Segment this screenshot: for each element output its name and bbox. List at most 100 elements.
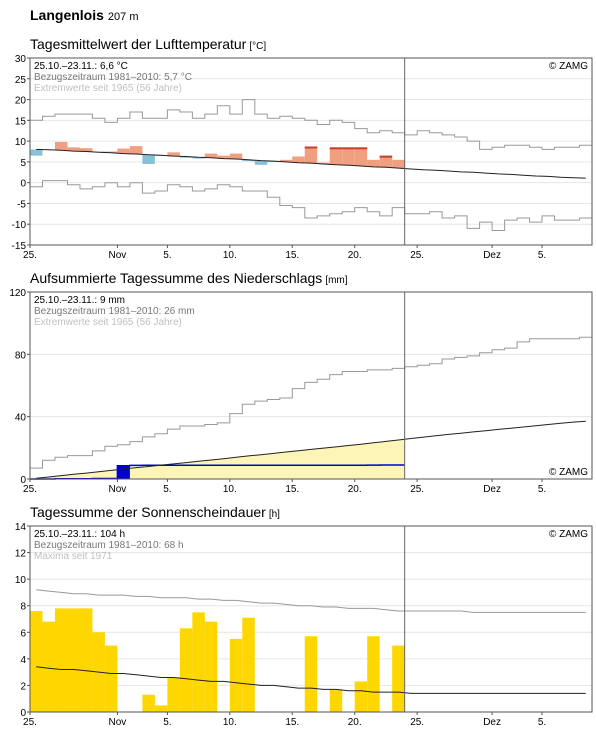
x-tick-label: 5. (163, 484, 171, 495)
y-tick-label: 80 (15, 350, 27, 361)
sunshine-bar (367, 636, 380, 712)
x-tick-label: 25. (410, 717, 424, 728)
temperature-bar (142, 154, 155, 164)
min-extreme-line (30, 180, 592, 231)
temperature-bar-cap (304, 146, 318, 149)
y-tick-label: 4 (20, 655, 26, 666)
x-tick-label: 25. (23, 484, 37, 495)
temperature-bar (167, 152, 180, 157)
y-tick-label: 8 (20, 602, 26, 613)
x-tick-label: 5. (538, 717, 546, 728)
temperature-bar (304, 146, 318, 164)
temperature-bar (292, 156, 305, 163)
zamg-credit: © ZAMG (549, 61, 588, 72)
temperature-bar-cap (354, 147, 368, 150)
sunshine-bar (30, 611, 43, 712)
x-tick-label: 10. (223, 484, 237, 495)
y-tick-label: 20 (15, 96, 27, 107)
normal-temperature-line (36, 148, 586, 179)
sunshine-bar (204, 621, 218, 712)
sunshine-bar (67, 608, 80, 712)
y-tick-label: 12 (15, 549, 27, 560)
zamg-credit: © ZAMG (549, 529, 588, 540)
reference-summary: Bezugszeitraum 1981–2010: 68 h (34, 540, 184, 551)
x-tick-label: 5. (538, 250, 546, 261)
x-tick-label: 25. (410, 484, 424, 495)
sunshine-bar (354, 681, 368, 712)
x-tick-label: 20. (348, 250, 362, 261)
sunshine-bar (167, 677, 180, 712)
temperature-bar (204, 153, 218, 158)
station-name: Langenlois (30, 7, 104, 23)
temperature-bar-cap (329, 147, 343, 150)
temperature-bar (379, 155, 393, 168)
chart-frame (29, 525, 593, 713)
y-tick-label: 5 (20, 158, 26, 169)
sunshine-bar (242, 617, 255, 712)
x-tick-label: Dez (483, 484, 501, 495)
sunshine-bar (304, 636, 318, 712)
temperature-bar (329, 147, 343, 165)
temperature-title-text: Tagesmittelwert der Lufttemperatur (30, 36, 247, 52)
x-tick-label: Nov (109, 484, 127, 495)
max-extreme-line (30, 99, 592, 150)
temperature-bar (279, 159, 293, 162)
sunshine-chart-title: Tagessumme der Sonnenscheindauer [h] (30, 504, 280, 520)
y-tick-label: -15 (12, 241, 27, 252)
normal-cumulative-line (36, 420, 586, 479)
normal-sunshine-line (36, 666, 586, 694)
y-tick-label: 6 (20, 628, 26, 639)
temperature-bar (104, 151, 118, 153)
chart-frame (29, 291, 593, 480)
temperature-bar (129, 146, 143, 154)
x-tick-label: 25. (410, 250, 424, 261)
sunshine-bar (142, 694, 155, 712)
chart-2: 0 2 4 6 8 10 12 14 25. Nov 5. 10. 15. 20. 25. Dez 5. 25.1… (15, 522, 593, 728)
y-tick-label: 2 (20, 681, 26, 692)
x-tick-label: 25. (23, 717, 37, 728)
temperature-bar (54, 141, 68, 151)
y-tick-label: -5 (17, 199, 26, 210)
temperature-bar (179, 156, 193, 158)
station-header: Langenlois 207 m (30, 7, 138, 23)
period-summary: 25.10.–23.11.: 104 h (34, 529, 125, 540)
reference-summary: Bezugszeitraum 1981–2010: 5,7 °C (34, 72, 192, 83)
extremes-summary: Extremwerte seit 1965 (56 Jahre) (34, 317, 182, 328)
temperature-bar (117, 148, 130, 154)
precipitation-chart-title: Aufsummierte Tagessumme des Niederschlag… (30, 270, 348, 286)
y-tick-label: 30 (15, 54, 27, 65)
x-tick-label: Nov (109, 250, 127, 261)
zamg-credit: © ZAMG (549, 467, 588, 478)
period-summary: 25.10.–23.11.: 9 mm (34, 295, 125, 306)
chart-0: -15 -10 -5 0 5 10 15 20 25 30 25. Nov 5. 10. 15. 20. 25.… (12, 54, 593, 261)
temperature-bar (30, 149, 43, 156)
y-tick-label: 10 (15, 575, 27, 586)
y-tick-label: 15 (15, 116, 27, 127)
x-tick-label: 15. (285, 484, 299, 495)
y-tick-label: 14 (15, 522, 27, 533)
y-tick-label: 10 (15, 137, 27, 148)
y-tick-label: -10 (12, 220, 27, 231)
precipitation-title-text: Aufsummierte Tagessumme des Niederschlag… (30, 270, 323, 286)
sunshine-bar (154, 705, 168, 712)
temperature-bar (392, 159, 405, 169)
x-tick-label: 15. (285, 250, 299, 261)
max-cumulative-line (30, 336, 592, 469)
chart-frame (29, 57, 593, 246)
y-tick-label: 40 (15, 413, 27, 424)
x-tick-label: 20. (348, 717, 362, 728)
sunshine-bar (229, 638, 243, 712)
x-tick-label: 5. (163, 250, 171, 261)
temperature-bar (354, 147, 368, 167)
temperature-bar (67, 147, 80, 152)
temperature-bar (342, 147, 355, 166)
temperature-bar (229, 153, 243, 159)
chart-1: 0 40 80 120 25. Nov 5. 10. 15. 20. 25. Dez 5. 25.10.–… (9, 288, 593, 495)
x-tick-label: 5. (163, 717, 171, 728)
x-tick-label: 15. (285, 717, 299, 728)
x-tick-label: Dez (483, 250, 501, 261)
temperature-chart-title: Tagesmittelwert der Lufttemperatur [°C] (30, 36, 266, 52)
station-elevation: 207 m (107, 11, 139, 23)
temperature-bar (254, 160, 268, 165)
